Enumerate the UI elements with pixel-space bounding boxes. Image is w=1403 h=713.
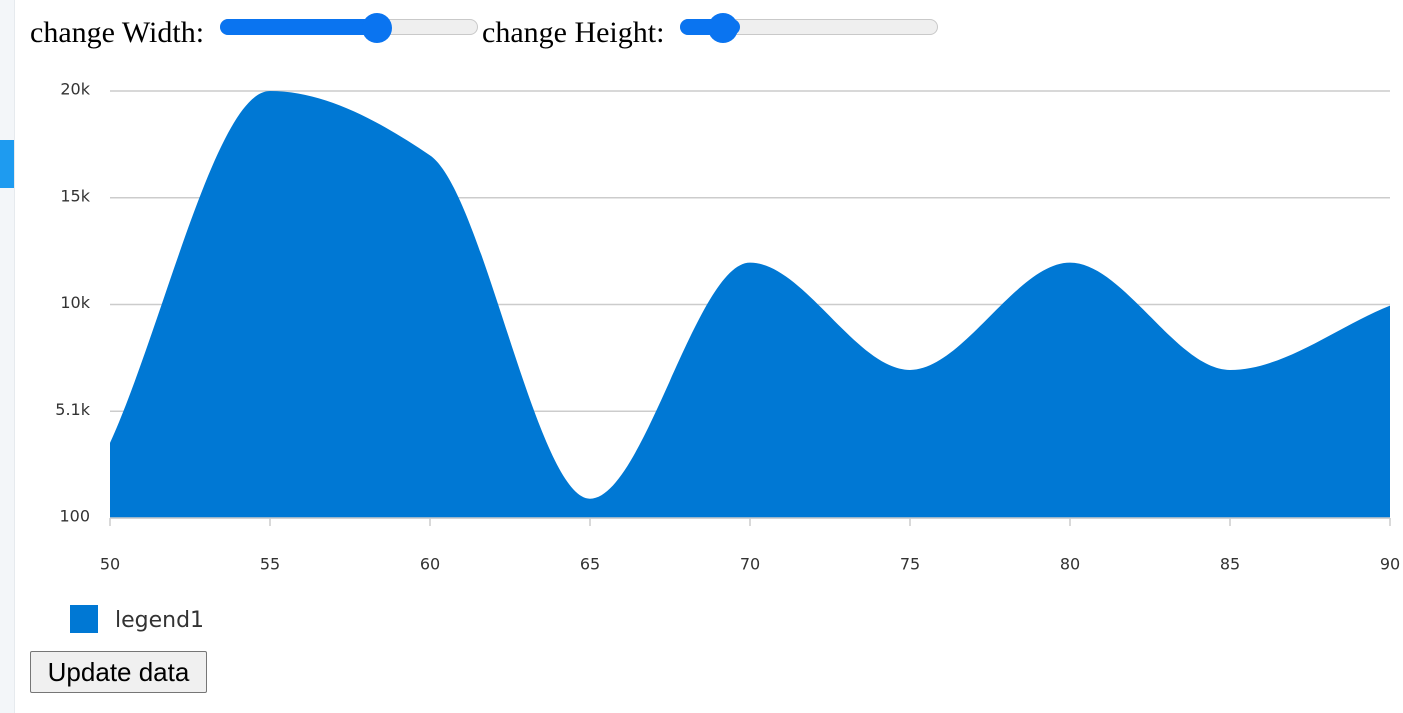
x-tick-label: 75 xyxy=(900,555,920,574)
y-tick-label: 5.1k xyxy=(55,400,90,419)
x-tick-label: 55 xyxy=(260,555,280,574)
legend-label: legend1 xyxy=(115,608,204,633)
x-tick-label: 70 xyxy=(740,555,760,574)
width-label: change Width: xyxy=(30,16,205,49)
x-tick-label: 90 xyxy=(1380,555,1400,574)
y-tick-label: 15k xyxy=(60,186,90,205)
height-slider[interactable] xyxy=(680,13,938,43)
x-tick-label: 65 xyxy=(580,555,600,574)
legend-swatch xyxy=(70,605,98,633)
x-tick-label: 80 xyxy=(1060,555,1080,574)
sidebar xyxy=(0,0,15,713)
height-label: change Height: xyxy=(482,16,665,49)
y-tick-label: 10k xyxy=(60,293,90,312)
width-slider[interactable] xyxy=(220,13,478,43)
x-tick-label: 85 xyxy=(1220,555,1240,574)
y-tick-label: 100 xyxy=(59,507,90,526)
sidebar-marker xyxy=(0,140,14,188)
area xyxy=(110,91,1390,518)
update-button[interactable]: Update data xyxy=(30,651,207,693)
x-tick-label: 60 xyxy=(420,555,440,574)
y-tick-label: 20k xyxy=(60,80,90,99)
x-tick-label: 50 xyxy=(100,555,120,574)
